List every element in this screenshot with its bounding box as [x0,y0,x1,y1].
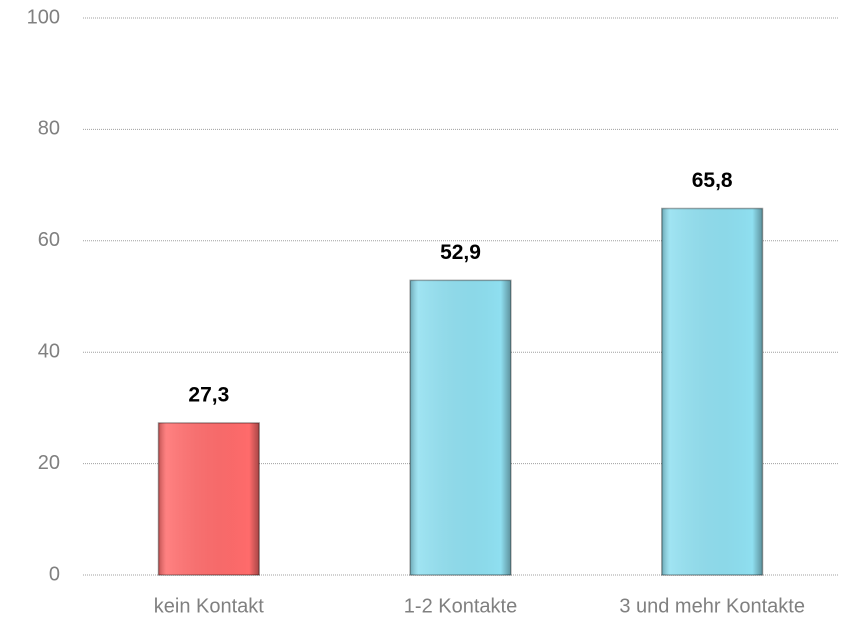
x-tick-label: kein Kontakt [154,595,265,617]
x-tick-label: 3 und mehr Kontakte [619,595,805,617]
value-label: 27,3 [188,383,229,406]
value-label: 65,8 [692,169,733,192]
y-tick-label: 60 [38,229,60,251]
value-label: 52,9 [440,241,481,264]
bar [409,279,512,576]
bar [661,207,764,576]
bar [157,422,260,576]
y-tick-label: 20 [38,452,60,474]
y-tick-label: 80 [38,118,60,140]
y-tick-label: 40 [38,340,60,362]
y-tick-label: 0 [49,563,60,585]
y-tick-label: 100 [27,6,60,28]
x-tick-label: 1-2 Kontakte [404,595,517,617]
